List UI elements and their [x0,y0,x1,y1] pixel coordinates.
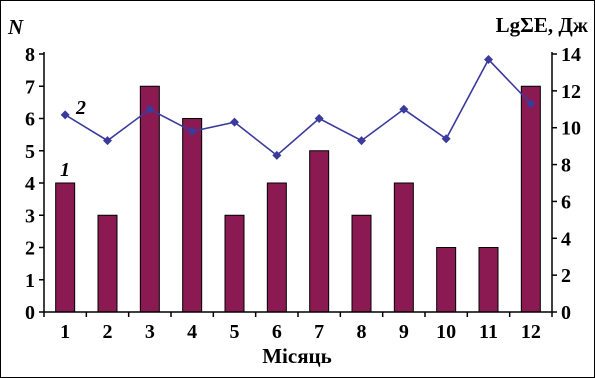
axes [39,52,557,317]
point-6 [272,150,282,160]
x-tick-label-12: 12 [521,321,541,343]
y2-tick-label-12: 12 [561,81,581,103]
y-tick-label-8: 8 [25,44,35,66]
y2-tick-label-6: 6 [561,191,571,213]
point-5 [230,117,239,127]
y-tick-label-7: 7 [25,76,35,98]
x-tick-label-9: 9 [399,321,409,343]
x-tick-label-4: 4 [187,321,197,343]
bar-4 [182,118,203,313]
y-tick-label-6: 6 [25,109,35,131]
x-tick-label-5: 5 [230,321,240,343]
y-tick-label-0: 0 [25,302,35,324]
bar-1 [55,182,76,313]
y-tick-label-1: 1 [25,270,35,292]
line-series [60,55,536,160]
y2-tick-label-8: 8 [561,155,571,177]
x-tick-label-6: 6 [272,321,282,343]
bar-series [55,85,541,313]
y2-axis-title: LgΣE, Дж [496,13,589,37]
y-tick-label-5: 5 [25,141,35,163]
y-tick-label-4: 4 [25,173,35,195]
point-2 [103,136,112,146]
y2-tick-label-10: 10 [561,118,581,140]
bar-2 [97,214,118,313]
y2-tick-label-14: 14 [561,44,581,66]
bar-5 [224,214,245,313]
y2-tick-label-4: 4 [561,228,571,250]
point-4 [187,126,197,136]
line-path [64,58,532,157]
bar-3 [139,85,160,313]
point-9 [399,104,409,114]
point-10 [441,134,451,144]
y-tick-label-2: 2 [25,238,35,260]
x-tick-label-1: 1 [60,321,70,343]
series-1-label: 1 [60,159,70,181]
bar-10 [436,247,457,313]
x-tick-label-8: 8 [357,321,367,343]
x-tick-label-3: 3 [145,321,155,343]
point-12 [526,99,536,109]
x-tick-label-11: 11 [479,321,498,343]
bar-7 [309,150,330,313]
y2-tick-label-2: 2 [561,265,571,287]
bar-11 [478,247,499,313]
bar-8 [351,214,372,313]
point-1 [60,110,70,120]
x-axis-title: Місяць [262,344,332,368]
point-8 [357,136,366,146]
bar-12 [520,85,541,313]
series-2-label: 2 [75,97,86,119]
point-3 [145,104,155,114]
x-tick-label-7: 7 [314,321,324,343]
point-11 [484,55,493,65]
y-axis-title: N [7,15,24,39]
bar-6 [266,182,287,313]
y-tick-label-3: 3 [25,205,35,227]
bar-9 [393,182,414,313]
x-tick-label-2: 2 [103,321,113,343]
point-7 [314,114,324,123]
y2-tick-label-0: 0 [561,302,571,324]
x-tick-label-10: 10 [436,321,456,343]
